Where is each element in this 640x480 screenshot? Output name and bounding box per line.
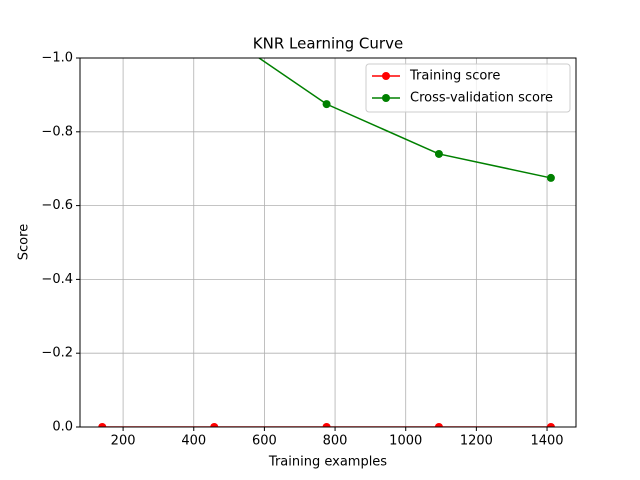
y-tick-label: −0.2: [41, 346, 73, 361]
y-tick-label: −1.0: [41, 51, 73, 66]
y-tick-label: 0.0: [52, 420, 73, 435]
legend-label: Cross-validation score: [410, 91, 553, 106]
y-tick-label: −0.6: [41, 198, 73, 213]
data-point: [546, 173, 555, 182]
x-tick-label: 1400: [530, 434, 563, 449]
data-point: [322, 100, 331, 109]
x-tick-label: 200: [111, 434, 136, 449]
x-axis-label: Training examples: [268, 455, 387, 470]
y-axis-label: Score: [17, 224, 32, 260]
data-point: [98, 423, 107, 427]
x-tick-label: 400: [181, 434, 206, 449]
x-tick-label: 800: [323, 434, 348, 449]
y-tick-label: −0.8: [41, 124, 73, 139]
chart-title: KNR Learning Curve: [253, 35, 403, 53]
y-tick-label: −0.4: [41, 272, 73, 287]
x-tick-label: 1000: [389, 434, 422, 449]
legend: Training score Cross-validation score: [365, 63, 571, 113]
plot-area: [98, 58, 555, 427]
legend-marker: [382, 94, 390, 102]
x-tick-label: 1200: [460, 434, 493, 449]
legend-marker: [382, 72, 390, 80]
legend-label: Training score: [409, 69, 500, 84]
legend-box: [365, 63, 571, 113]
data-point: [322, 423, 331, 427]
data-point: [210, 423, 219, 427]
data-point: [434, 423, 443, 427]
data-point: [434, 149, 443, 158]
axes-frame: [79, 57, 577, 428]
data-point: [546, 423, 555, 427]
x-tick-label: 600: [252, 434, 277, 449]
